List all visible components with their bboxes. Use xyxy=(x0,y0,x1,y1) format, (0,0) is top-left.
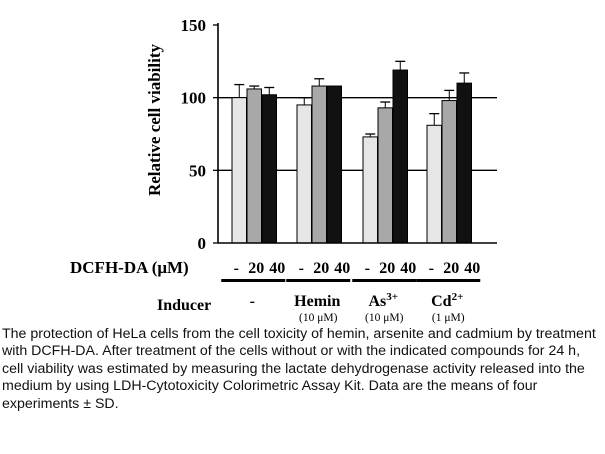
y-axis-label: Relative cell viability xyxy=(145,43,164,196)
inducer-label: Inducer xyxy=(157,297,211,314)
group-label: Hemin xyxy=(294,293,340,310)
dose-label: 40 xyxy=(400,260,416,277)
bar xyxy=(456,82,472,244)
group-sublabel: (1 μM) xyxy=(432,312,465,324)
group-labels: - Hemin (10 μM) As3+ (10 μM) Cd2+ (1 μM) xyxy=(250,291,465,324)
axes xyxy=(217,23,497,244)
bar-chart: Relative cell viability 0 50 100 150 DCFH-D… xyxy=(70,16,497,324)
dose-label: 20 xyxy=(443,260,459,277)
group-underline xyxy=(352,279,417,282)
bar xyxy=(311,85,327,244)
bar xyxy=(441,100,457,244)
bars xyxy=(231,60,472,244)
bar xyxy=(261,94,277,244)
group-label-superscript: 3+ xyxy=(386,291,398,303)
y-tick-label: 100 xyxy=(181,89,207,108)
y-axis-label-group: Relative cell viability xyxy=(145,43,164,196)
group-sublabel: (10 μM) xyxy=(299,312,338,324)
group-label-superscript: 2+ xyxy=(452,291,464,303)
group-underlines xyxy=(221,279,481,282)
dose-label: 40 xyxy=(464,260,480,277)
bar xyxy=(326,85,342,244)
bar xyxy=(362,136,378,244)
dose-label: 20 xyxy=(379,260,395,277)
group-label: - xyxy=(250,293,255,310)
dose-labels: -20 40-20 40-20 40-20 40 xyxy=(234,260,481,277)
group-label: As3+ xyxy=(368,291,398,310)
group-underline xyxy=(416,279,481,282)
dose-label: 20 xyxy=(313,260,329,277)
bar xyxy=(246,88,262,244)
group-underline xyxy=(286,279,351,282)
figure-caption: The protection of HeLa cells from the ce… xyxy=(2,326,596,412)
bar xyxy=(392,69,408,244)
bar xyxy=(231,97,247,244)
group-sublabel: (10 μM) xyxy=(365,312,404,324)
dose-label: - xyxy=(299,260,304,277)
y-tick-label: 150 xyxy=(181,16,207,35)
dose-label: 40 xyxy=(269,260,285,277)
bar xyxy=(426,124,442,244)
dose-label: - xyxy=(429,260,434,277)
y-ticks: 0 50 100 150 xyxy=(181,16,218,253)
y-tick-label: 50 xyxy=(189,161,206,180)
dose-label: 40 xyxy=(334,260,350,277)
y-tick-label: 0 xyxy=(198,234,207,253)
group-label: Cd2+ xyxy=(431,291,463,310)
bar xyxy=(296,104,312,244)
dose-label: 20 xyxy=(248,260,264,277)
group-underline xyxy=(221,279,286,282)
dose-label: - xyxy=(365,260,370,277)
x-axis-label: DCFH-DA (μM) xyxy=(70,258,189,277)
dose-label: - xyxy=(234,260,239,277)
bar xyxy=(377,107,393,244)
